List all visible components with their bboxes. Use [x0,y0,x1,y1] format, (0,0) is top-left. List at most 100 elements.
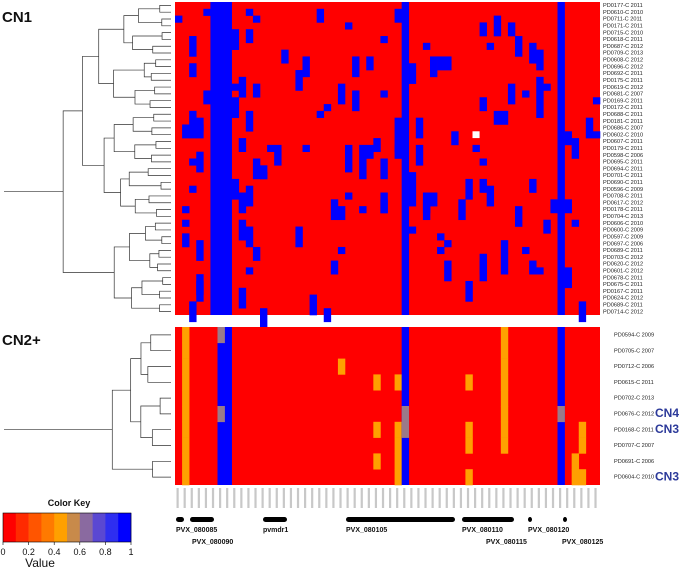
heat-cell [380,36,388,44]
heat-cell [507,83,516,105]
heat-cell-orange [500,374,509,391]
heat-cell-grey [217,406,225,423]
row-label: PD0711-C 2011 [603,17,642,23]
heat-cell [267,144,275,152]
dendrogram-branch [155,59,171,67]
color-key-swatch [54,513,68,542]
heat-cell [366,56,374,71]
column-labels [176,488,597,508]
column-label-mark [530,488,533,508]
row-label: PD0715-C 2010 [603,30,643,36]
heat-cell [245,8,254,16]
heat-cell-orange [500,390,509,407]
row-label: PD0709-C 2013 [603,51,643,57]
heat-cell-orange [500,406,509,423]
heat-cell [380,199,388,214]
heat-cell [515,36,523,57]
row-label: PD0697-C 2006 [603,241,643,247]
row-label: PD0701-C 2011 [603,173,643,179]
heat-cell [196,151,204,173]
heat-cell-orange [182,358,190,375]
gene-label: PVX_080110 [462,527,503,534]
dendrogram-branch [134,198,157,214]
heat-cell [578,301,587,323]
gene-bar [462,517,514,522]
dendrogram-branch [130,358,141,423]
column-label-mark [495,488,498,508]
dendrogram-branch [154,86,171,95]
heat-cell [231,97,240,118]
heat-cell [323,104,332,112]
color-key-swatch [67,513,81,542]
heatmap-cn2 [175,327,600,486]
heat-cell-orange [373,453,381,470]
gene-bar [190,517,214,522]
row-label: PD0690-C 2011 [603,180,643,186]
column-label-mark [360,488,363,508]
dendrogram-branch [157,263,171,272]
heat-cell [245,29,254,44]
row-label: PD0171-C 2011 [603,24,643,30]
heat-cell [302,56,310,78]
gene-label: PVX_080090 [192,539,233,546]
color-key-swatch [3,513,17,542]
column-label-mark [516,488,519,508]
heat-cell [182,219,190,227]
color-key-swatch [41,513,55,542]
column-label-mark [332,488,335,508]
heat-cell [323,308,332,323]
color-key-swatch [28,513,42,542]
heat-cell [281,49,289,64]
gene-label: PVX_080125 [562,539,603,546]
heat-cell [415,117,424,139]
heat-cell [536,97,544,118]
heat-cell [189,124,197,139]
dendrogram-branch [138,8,162,23]
row-label: PD0687-C 2012 [603,44,643,50]
color-key-swatch [92,513,106,542]
dendrogram-branch [149,100,171,108]
heat-cell [585,117,594,139]
heat-cell [252,15,261,23]
heatmap-cn1 [175,2,601,329]
dendrogram-branch [162,277,171,285]
row-label: PD0597-C 2009 [603,234,643,240]
heat-cell-orange [182,327,190,344]
dendrogram-branch [132,117,154,132]
heat-cell [189,158,197,166]
heat-cell-orange [182,342,190,359]
row-label: PD0178-C 2011 [603,207,643,213]
heat-cell [479,178,487,193]
column-label-mark [197,488,200,508]
color-key-title: Color Key [48,498,91,508]
heat-cell-orange [182,437,190,454]
row-label: PD0695-C 2011 [603,160,643,166]
row-label: PD0705-C 2007 [614,348,654,354]
row-label: PD0601-C 2012 [603,268,643,274]
row-label: PD0707-C 2007 [614,443,654,449]
heat-cell [536,76,544,98]
heat-cell-grey [217,327,225,344]
row-label: PD0678-C 2011 [603,275,643,281]
heat-cell [507,22,516,37]
row-label: PD0712-C 2006 [614,364,654,370]
color-key-swatch [79,513,93,542]
heat-cell [529,178,537,193]
heat-cell [316,110,325,118]
heat-cell [493,15,502,30]
dendrogram-branch [111,389,153,470]
row-label: PD0694-C 2011 [603,166,643,172]
heat-cell [337,90,346,105]
row-label: PD0606-C 2010 [603,221,643,227]
heat-cell [189,63,197,71]
dendrogram-branch [113,246,132,299]
column-label-mark [204,488,208,508]
column-label-mark [374,488,378,508]
heat-cell-orange [500,358,509,375]
color-key-frame [2,512,132,543]
column-label-mark [474,488,477,508]
heat-cell [238,192,247,214]
row-label: PD0181-C 2011 [603,119,643,125]
heat-cell [295,226,303,248]
heat-cell [238,219,247,241]
